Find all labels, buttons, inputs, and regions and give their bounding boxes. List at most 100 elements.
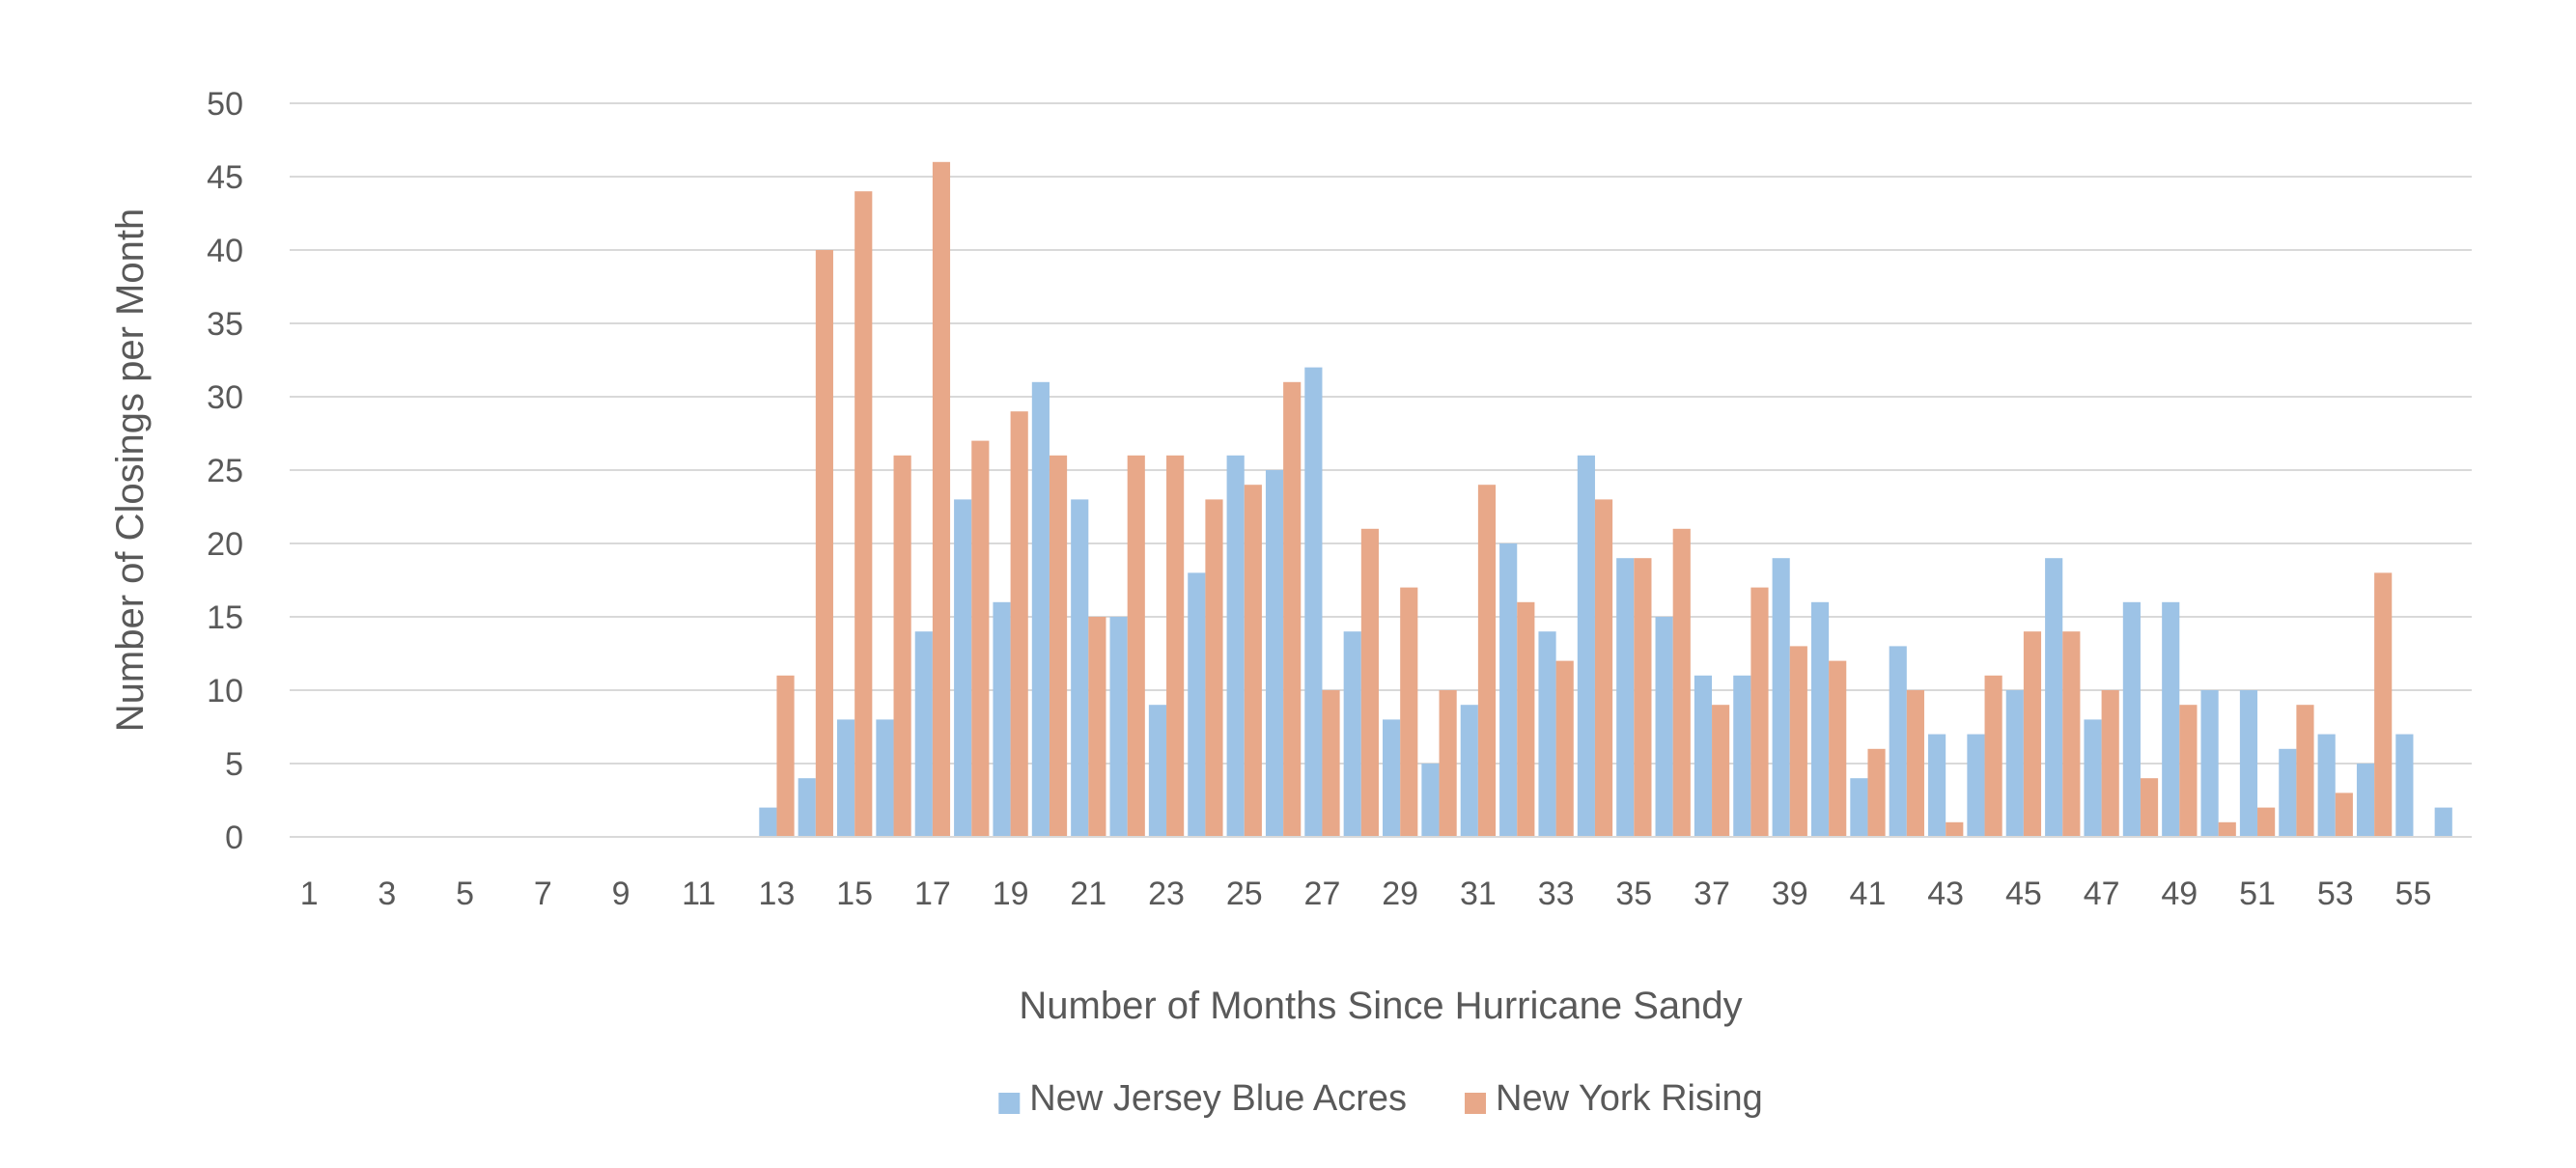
bar-nj-month-27 — [1304, 367, 1323, 837]
x-tick-label: 35 — [1615, 876, 1652, 912]
x-tick-label: 41 — [1850, 876, 1887, 912]
bar-ny-month-21 — [1088, 617, 1106, 837]
gridlines — [290, 102, 2472, 765]
bar-nj-month-48 — [2122, 601, 2141, 837]
x-tick-label: 19 — [993, 876, 1029, 912]
x-tick-label: 1 — [300, 876, 319, 912]
bar-nj-month-54 — [2356, 764, 2375, 837]
bars — [759, 161, 2452, 838]
x-tick-label: 45 — [2005, 876, 2042, 912]
legend-swatch — [1465, 1093, 1487, 1114]
legend-swatch — [998, 1093, 1021, 1114]
bar-nj-month-28 — [1343, 631, 1361, 837]
bar-nj-month-40 — [1810, 601, 1830, 837]
bar-nj-month-41 — [1850, 778, 1868, 837]
x-tick-label: 29 — [1382, 876, 1418, 912]
bar-ny-month-53 — [2335, 793, 2353, 837]
x-tick-label: 43 — [1927, 876, 1964, 912]
x-tick-label: 3 — [378, 876, 396, 912]
y-tick-label: 50 — [207, 86, 243, 123]
y-axis-title: Number of Closings per Month — [109, 209, 152, 732]
bar-nj-month-44 — [1967, 734, 1985, 837]
x-tick-label: 21 — [1070, 876, 1106, 912]
legend: New Jersey Blue Acres New York Rising — [998, 1078, 1763, 1119]
bar-nj-month-39 — [1772, 558, 1790, 837]
bar-nj-month-25 — [1226, 455, 1245, 837]
bar-ny-month-46 — [2062, 631, 2081, 837]
x-tick-label: 51 — [2239, 876, 2276, 912]
bar-ny-month-50 — [2218, 821, 2236, 837]
x-tick-label: 55 — [2395, 876, 2432, 912]
x-tick-label: 39 — [1772, 876, 1808, 912]
bar-ny-month-45 — [2023, 631, 2042, 837]
x-tick-label: 47 — [2084, 876, 2120, 912]
bar-ny-month-34 — [1594, 499, 1613, 837]
x-tick-label: 33 — [1538, 876, 1575, 912]
bar-ny-month-39 — [1789, 646, 1807, 837]
bar-ny-month-30 — [1439, 690, 1457, 837]
bar-nj-month-13 — [759, 807, 777, 837]
bar-ny-month-19 — [1010, 411, 1028, 837]
bar-nj-month-51 — [2239, 690, 2258, 837]
y-tick-label: 0 — [225, 820, 243, 856]
bar-nj-month-56 — [2434, 807, 2452, 837]
bar-nj-month-35 — [1616, 558, 1635, 837]
bar-ny-month-35 — [1634, 558, 1652, 837]
legend-item-nj: New Jersey Blue Acres — [998, 1078, 1407, 1119]
bar-nj-month-15 — [837, 719, 855, 837]
x-tick-label: 23 — [1148, 876, 1185, 912]
bar-nj-month-45 — [2005, 690, 2024, 837]
bar-nj-month-24 — [1188, 572, 1206, 837]
y-tick-label: 25 — [207, 453, 243, 489]
y-tick-label: 30 — [207, 379, 243, 416]
bar-ny-month-52 — [2296, 705, 2314, 837]
bar-ny-month-25 — [1244, 485, 1262, 837]
bar-nj-month-33 — [1538, 631, 1556, 837]
bar-nj-month-16 — [876, 719, 894, 837]
x-tick-label: 37 — [1694, 876, 1730, 912]
bar-nj-month-46 — [2045, 558, 2063, 837]
bar-nj-month-37 — [1694, 675, 1713, 837]
bar-nj-month-14 — [798, 778, 816, 837]
bar-nj-month-42 — [1889, 646, 1907, 837]
y-tick-label: 10 — [207, 673, 243, 709]
bar-nj-month-43 — [1928, 734, 1946, 837]
y-tick-label: 15 — [207, 599, 243, 636]
bar-nj-month-36 — [1655, 617, 1673, 837]
bar-ny-month-36 — [1672, 528, 1691, 837]
bar-ny-month-37 — [1712, 705, 1730, 837]
legend-label: New Jersey Blue Acres — [1029, 1078, 1407, 1119]
bar-ny-month-41 — [1867, 748, 1886, 837]
bar-ny-month-22 — [1127, 455, 1145, 837]
bar-nj-month-17 — [914, 631, 933, 837]
bar-ny-month-26 — [1283, 381, 1302, 837]
x-tick-label: 53 — [2317, 876, 2354, 912]
bar-ny-month-40 — [1829, 660, 1847, 837]
bar-ny-month-14 — [815, 250, 833, 837]
bar-nj-month-23 — [1148, 705, 1167, 837]
bar-ny-month-13 — [776, 675, 795, 837]
bar-ny-month-47 — [2101, 690, 2119, 837]
bar-ny-month-18 — [971, 440, 990, 837]
bar-ny-month-54 — [2374, 572, 2393, 837]
x-tick-label: 15 — [836, 876, 873, 912]
bar-ny-month-48 — [2140, 778, 2159, 837]
bar-nj-month-50 — [2200, 690, 2219, 837]
bar-nj-month-26 — [1265, 470, 1284, 837]
bar-ny-month-17 — [932, 161, 951, 838]
bar-ny-month-15 — [854, 191, 873, 837]
bar-nj-month-19 — [993, 601, 1011, 837]
bar-nj-month-29 — [1383, 719, 1401, 837]
bar-ny-month-20 — [1049, 455, 1068, 837]
y-tick-label: 45 — [207, 159, 243, 196]
bar-ny-month-44 — [1984, 675, 2002, 837]
bar-ny-month-24 — [1205, 499, 1223, 837]
x-tick-label: 9 — [612, 876, 630, 912]
bar-nj-month-20 — [1031, 381, 1050, 837]
bar-ny-month-33 — [1555, 660, 1574, 837]
x-tick-label: 27 — [1304, 876, 1341, 912]
bar-nj-month-18 — [954, 499, 972, 837]
bar-nj-month-21 — [1071, 499, 1089, 837]
